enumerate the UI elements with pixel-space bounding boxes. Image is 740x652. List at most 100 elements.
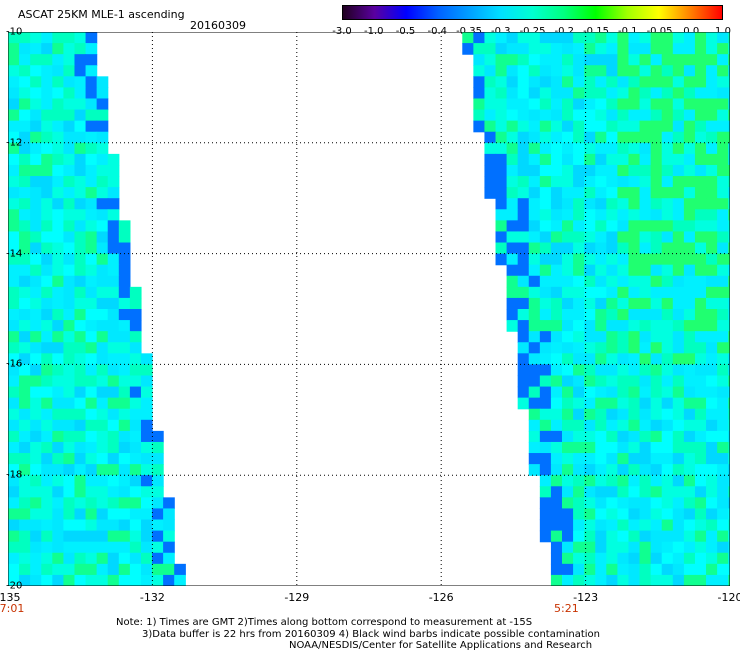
swath-cell <box>706 397 718 410</box>
swath-cell <box>672 375 685 388</box>
swath-cell <box>517 142 530 155</box>
swath-cell <box>63 331 76 343</box>
swath-cell <box>473 120 486 133</box>
swath-cell <box>528 187 541 199</box>
swath-cell <box>19 453 31 465</box>
swath-cell <box>539 530 552 543</box>
swath-cell <box>717 375 729 388</box>
swath-cell <box>683 65 696 77</box>
swath-cell <box>85 530 98 543</box>
x-tick-label: -120 <box>717 591 740 604</box>
swath-cell <box>617 54 630 66</box>
swath-cell <box>41 164 53 177</box>
swath-cell <box>30 209 42 221</box>
swath-cell <box>506 242 519 255</box>
swath-cell <box>8 275 20 288</box>
swath-cell <box>506 153 519 166</box>
swath-cell <box>63 397 76 410</box>
swath-cell <box>606 54 618 66</box>
swath-cell <box>683 486 696 498</box>
swath-cell <box>550 43 563 55</box>
swath-cell <box>650 453 663 465</box>
swath-cell <box>639 331 652 343</box>
swath-cell <box>506 253 519 266</box>
swath-cell <box>562 475 574 487</box>
swath-cell <box>107 320 120 332</box>
swath-cell <box>639 441 652 454</box>
swath-cell <box>96 275 109 288</box>
swath-cell <box>573 176 585 188</box>
swath-cell <box>63 519 76 532</box>
swath-cell <box>118 519 131 532</box>
swath-cell <box>694 486 707 498</box>
swath-cell <box>573 364 585 377</box>
swath-cell <box>528 264 541 277</box>
swath-cell <box>573 519 585 532</box>
swath-cell <box>550 187 563 199</box>
swath-cell <box>672 98 685 111</box>
swath-cell <box>118 430 131 443</box>
swath-cell <box>672 430 685 443</box>
swath-cell <box>584 552 596 565</box>
swath-cell <box>617 87 630 100</box>
swath-cell <box>628 176 641 188</box>
swath-cell <box>8 65 20 77</box>
swath-cell <box>573 297 585 310</box>
swath-cell <box>584 264 596 277</box>
swath-cell <box>661 120 674 133</box>
swath-cell <box>528 408 541 421</box>
swath-cell <box>52 430 64 443</box>
swath-cell <box>41 408 53 421</box>
swath-cell <box>650 441 663 454</box>
swath-cell <box>706 286 718 299</box>
swath-cell <box>30 231 42 244</box>
swath-cell <box>19 164 31 177</box>
swath-cell <box>52 120 64 133</box>
swath-cell <box>717 364 729 377</box>
swath-cell <box>550 375 563 388</box>
swath-cell <box>41 76 53 88</box>
swath-cell <box>595 43 607 55</box>
swath-cell <box>694 541 707 554</box>
swath-cell <box>628 32 641 44</box>
swath-cell <box>661 486 674 498</box>
swath-cell <box>628 430 641 443</box>
swath-cell <box>706 353 718 365</box>
swath-cell <box>41 486 53 498</box>
swath-cell <box>30 541 42 554</box>
swath-cell <box>118 453 131 465</box>
swath-cell <box>573 353 585 365</box>
swath-cell <box>550 242 563 255</box>
swath-cell <box>672 364 685 377</box>
swath-cell <box>706 264 718 277</box>
swath-cell <box>41 176 53 188</box>
swath-cell <box>661 464 674 476</box>
swath-cell <box>717 176 729 188</box>
swath-cell <box>706 164 718 177</box>
swath-cell <box>96 486 109 498</box>
swath-cell <box>539 120 552 133</box>
swath-cell <box>606 142 618 155</box>
swath-cell <box>694 342 707 354</box>
swath-cell <box>717 419 729 432</box>
swath-cell <box>30 430 42 443</box>
swath-cell <box>550 486 563 498</box>
swath-cell <box>517 309 530 321</box>
swath-cell <box>19 486 31 498</box>
swath-cell <box>706 297 718 310</box>
swath-cell <box>107 475 120 487</box>
swath-cell <box>539 176 552 188</box>
swath-cell <box>528 419 541 432</box>
swath-cell <box>595 408 607 421</box>
swath-cell <box>107 541 120 554</box>
swath-cell <box>52 464 64 476</box>
swath-cell <box>30 198 42 210</box>
swath-cell <box>694 408 707 421</box>
swath-cell <box>717 253 729 266</box>
swath-cell <box>8 497 20 510</box>
swath-cell <box>30 187 42 199</box>
swath-cell <box>683 242 696 255</box>
swath-cell <box>550 109 563 122</box>
swath-cell <box>96 563 109 576</box>
swath-cell <box>129 364 142 377</box>
